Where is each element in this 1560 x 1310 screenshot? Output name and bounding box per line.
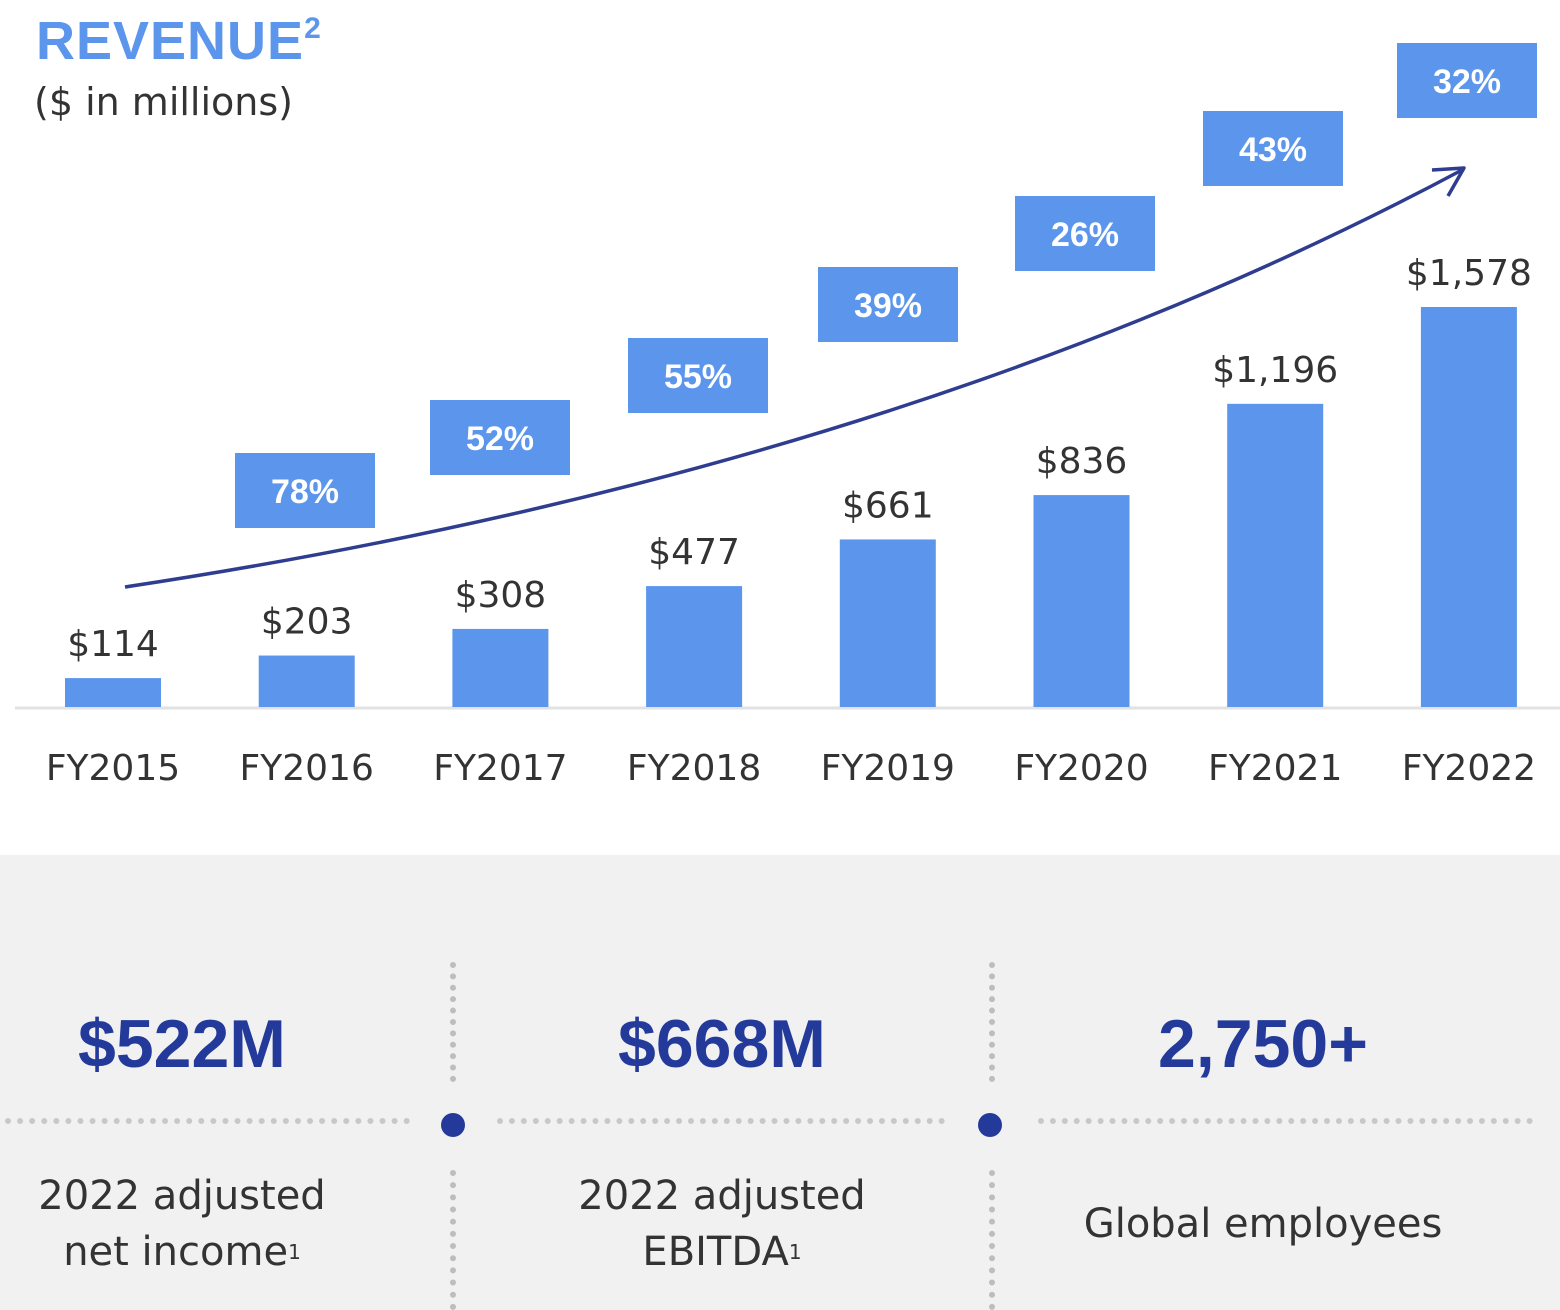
chart-title-text: REVENUE	[36, 11, 305, 71]
chart-subtitle: ($ in millions)	[34, 80, 294, 124]
stat-label-line2: net income	[63, 1229, 289, 1275]
x-tick-label: FY2017	[433, 748, 567, 789]
bar-fy2018	[646, 586, 743, 707]
stat-label-line1: 2022 adjusted	[578, 1173, 866, 1219]
divider-dot	[441, 1113, 465, 1137]
divider-dot	[978, 1113, 1002, 1137]
stat-ebitda-label: 2022 adjusted EBITDA1	[502, 1168, 942, 1280]
growth-label: 55%	[664, 358, 732, 396]
value-label: $203	[261, 602, 353, 643]
bar-fy2021	[1227, 403, 1324, 707]
x-tick-label: FY2018	[627, 748, 761, 789]
bar-fy2020	[1033, 495, 1130, 707]
divider-horizontal	[5, 1118, 410, 1124]
growth-badge	[430, 400, 570, 475]
growth-badge	[235, 453, 375, 528]
footnote-marker: 1	[288, 1240, 301, 1264]
divider-vertical	[450, 962, 456, 1082]
value-label: $1,578	[1406, 253, 1532, 294]
x-tick-label: FY2015	[46, 748, 180, 789]
stats-panel	[0, 855, 1560, 1310]
growth-label: 32%	[1433, 63, 1501, 101]
stat-employees-value: 2,750+	[1158, 1006, 1368, 1082]
growth-badge	[1203, 111, 1343, 186]
chart-title: REVENUE2	[36, 10, 322, 72]
value-label: $477	[648, 532, 740, 573]
x-tick-label: FY2019	[821, 748, 955, 789]
growth-label: 26%	[1051, 216, 1119, 254]
divider-horizontal	[1038, 1118, 1533, 1124]
growth-badge	[1015, 196, 1155, 271]
bar-fy2019	[839, 539, 936, 707]
stat-net-income-value: $522M	[78, 1006, 286, 1082]
bar-fy2022	[1420, 307, 1517, 707]
x-tick-label: FY2016	[240, 748, 374, 789]
stat-ebitda-value: $668M	[618, 1006, 826, 1082]
x-tick-label: FY2021	[1208, 748, 1342, 789]
growth-badge	[628, 338, 768, 413]
stat-label-line1: Global employees	[1083, 1201, 1443, 1247]
divider-vertical	[450, 1170, 456, 1310]
divider-vertical	[989, 962, 995, 1082]
growth-label: 39%	[854, 287, 922, 325]
growth-badge	[818, 267, 958, 342]
growth-arrow	[124, 168, 1463, 589]
revenue-bar-chart: $114 FY2015 $203 FY2016 78% $308 FY2017 52% $477…	[15, 43, 1560, 789]
stat-label-line1: 2022 adjusted	[38, 1173, 326, 1219]
bar-fy2015	[65, 678, 161, 707]
footnote-marker: 1	[788, 1240, 802, 1264]
bar-fy2016	[258, 655, 355, 707]
bar-fy2017	[452, 628, 549, 707]
divider-vertical	[989, 1170, 995, 1310]
arrow-head-icon	[1431, 166, 1466, 197]
growth-label: 43%	[1239, 131, 1307, 169]
value-label: $661	[842, 485, 934, 526]
x-tick-label: FY2020	[1014, 748, 1148, 789]
value-label: $836	[1036, 441, 1128, 482]
value-label: $308	[455, 575, 547, 616]
divider-horizontal	[497, 1118, 945, 1124]
x-tick-label: FY2022	[1402, 748, 1536, 789]
value-label: $114	[67, 624, 159, 665]
stat-net-income-label: 2022 adjusted net income1	[0, 1168, 402, 1280]
stat-label-line2: EBITDA	[642, 1229, 789, 1275]
title-footnote: 2	[304, 12, 322, 45]
growth-label: 52%	[466, 420, 534, 458]
stat-employees-label: Global employees	[1043, 1196, 1483, 1252]
growth-label: 78%	[271, 473, 339, 511]
value-label: $1,196	[1212, 350, 1338, 391]
growth-badge	[1397, 43, 1537, 118]
